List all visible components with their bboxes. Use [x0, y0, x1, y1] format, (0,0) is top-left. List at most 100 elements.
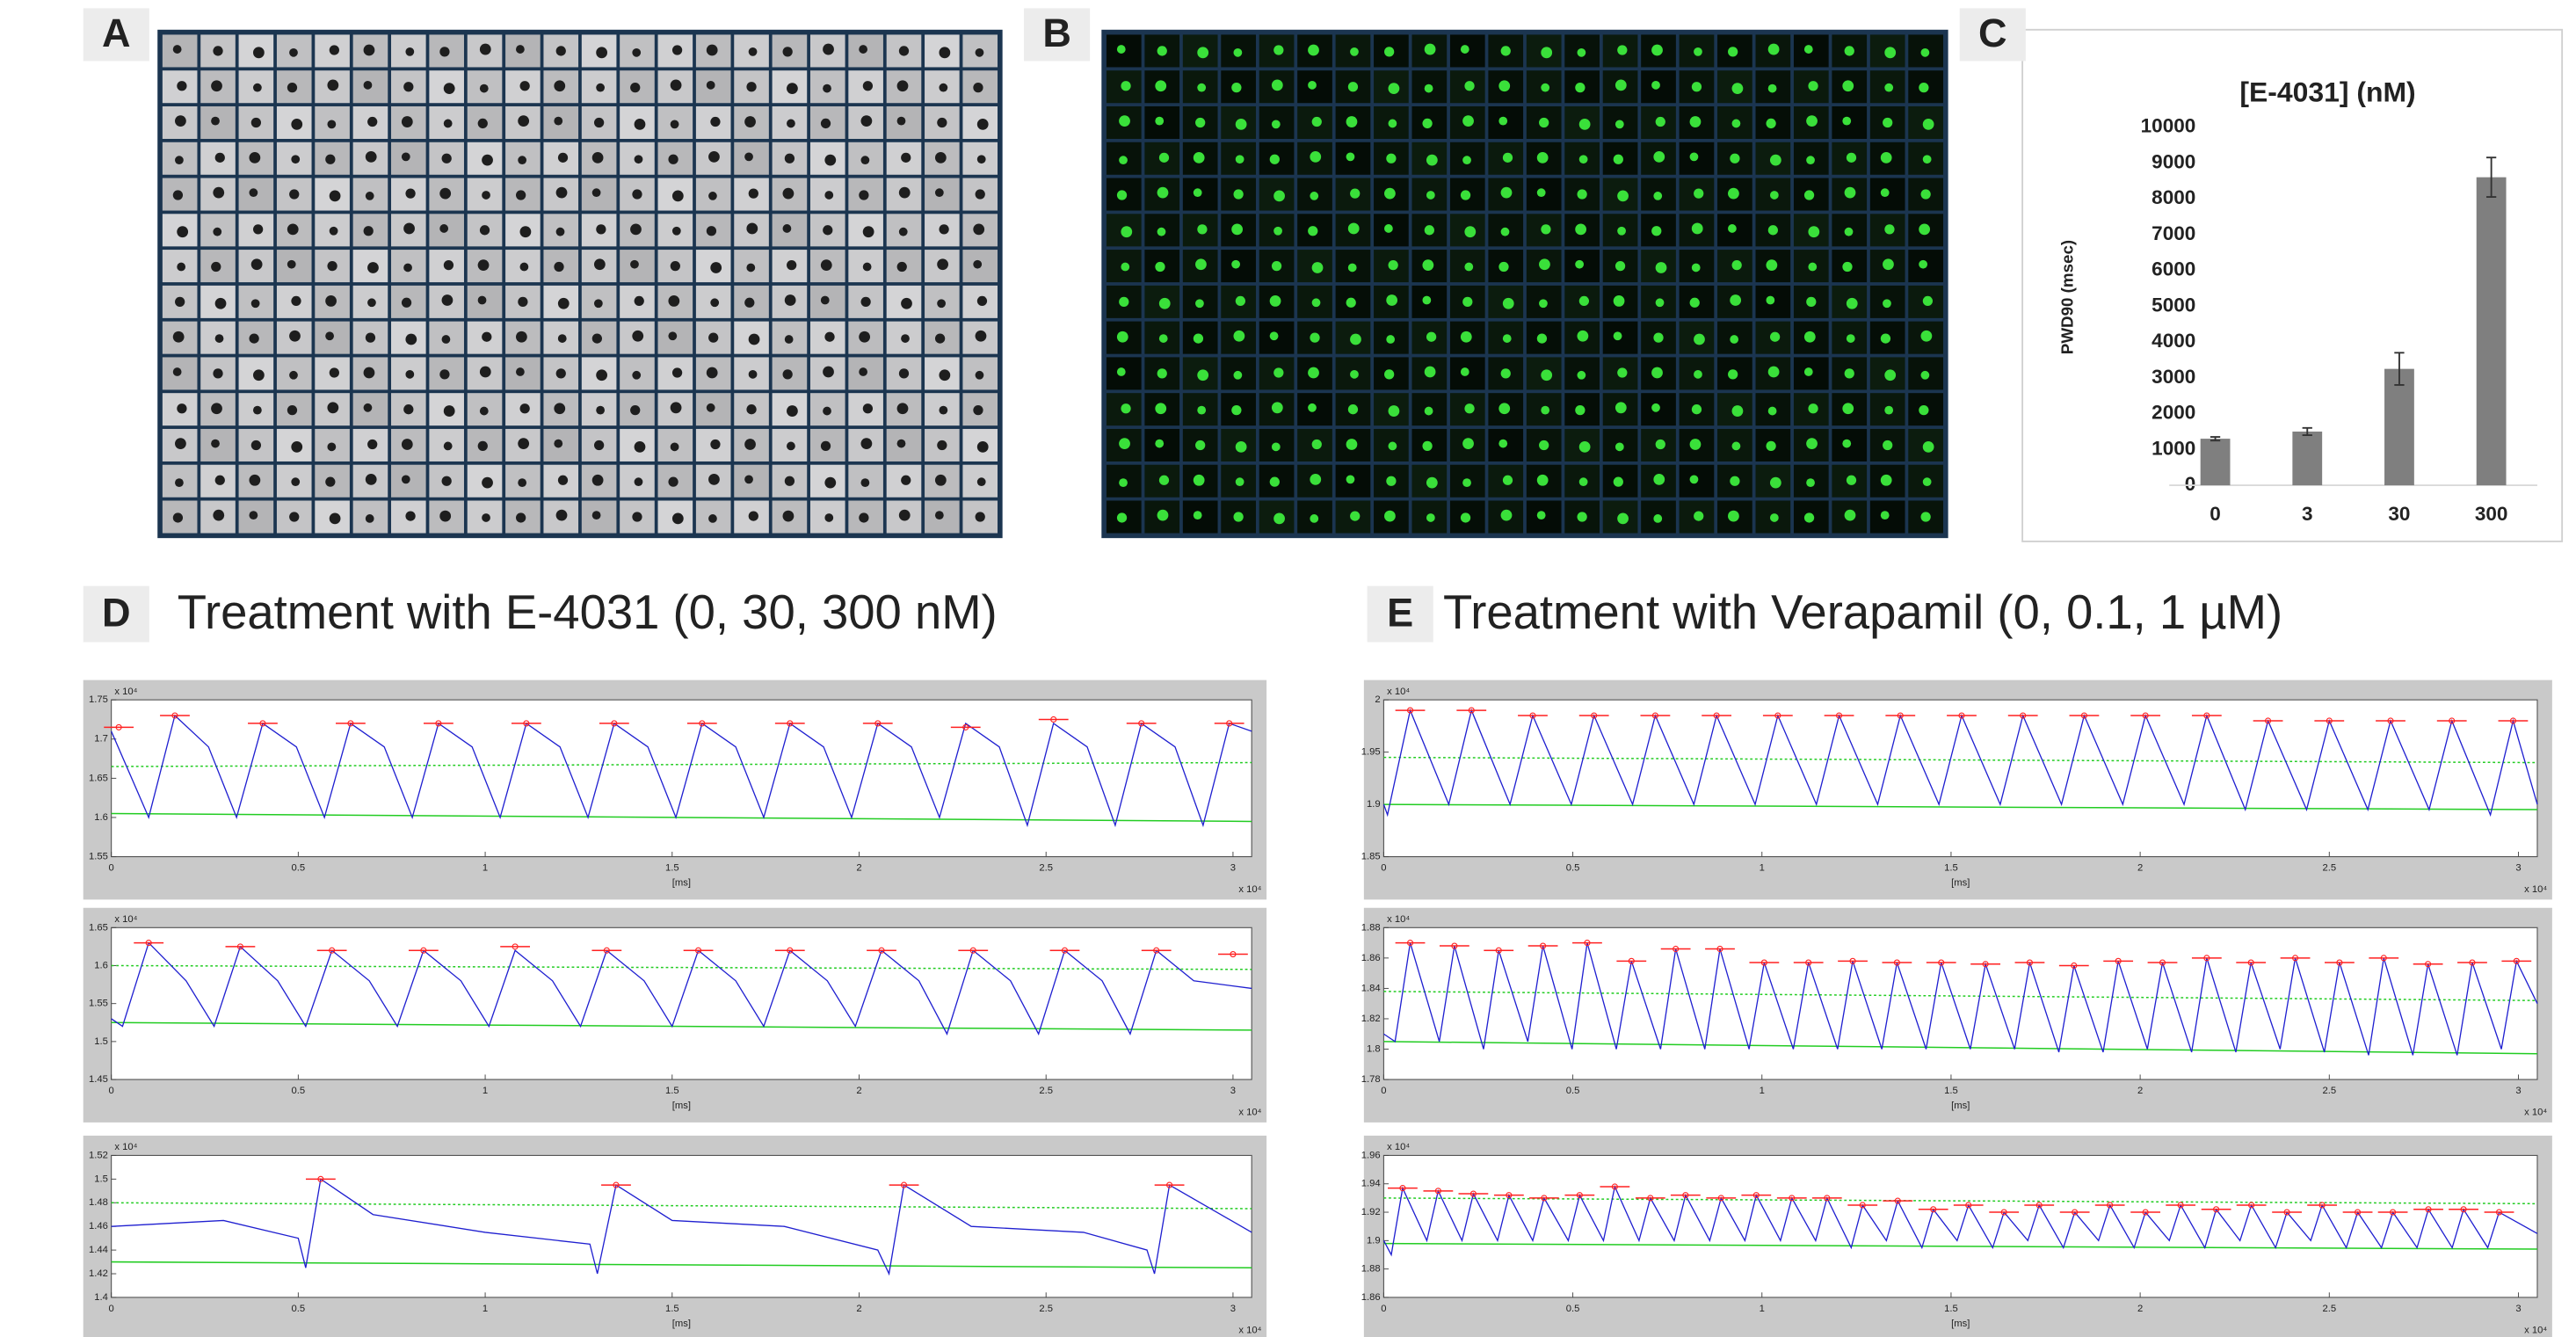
spheroid [1539, 117, 1549, 128]
spheroid [860, 478, 870, 487]
x-tick-label: 1.5 [665, 1086, 679, 1096]
spheroid [1384, 224, 1393, 233]
spheroid [555, 186, 568, 199]
spheroid [1500, 368, 1511, 379]
spheroid [1233, 189, 1244, 200]
spheroid [896, 403, 909, 415]
spheroid [1731, 119, 1741, 128]
spheroid [859, 512, 869, 523]
spheroid [748, 511, 758, 521]
spheroid [291, 295, 301, 307]
spheroid [1767, 225, 1778, 236]
peak-point [694, 947, 702, 954]
x-tick-label: 2.5 [2322, 1304, 2336, 1314]
spheroid [477, 295, 487, 305]
peak-point [1647, 1195, 1654, 1202]
peak-point [2326, 717, 2333, 724]
spheroid [291, 118, 303, 130]
peak-point [2203, 712, 2210, 719]
x-tick-label: 0.5 [1566, 863, 1580, 874]
spheroid [1116, 190, 1128, 200]
peak-point [2071, 962, 2078, 970]
y-tick-label: 1.55 [89, 999, 108, 1009]
spheroid [365, 332, 376, 343]
spheroid [1536, 151, 1549, 163]
bar [2200, 439, 2231, 486]
x-tick-label: 0 [109, 863, 114, 874]
spheroid [1462, 156, 1471, 165]
peak-point [1859, 1202, 1866, 1209]
peak-point [1540, 942, 1547, 949]
y-axis-title: PWD90 (msec) [2058, 240, 2077, 354]
spheroid [1806, 296, 1817, 307]
peak-point [1061, 947, 1069, 954]
spheroid [518, 296, 528, 307]
peak-point [1774, 712, 1781, 719]
spheroid [557, 152, 569, 163]
spheroid [1269, 154, 1280, 164]
spheroid [1233, 330, 1245, 342]
spheroid [1197, 83, 1207, 92]
spheroid [1653, 332, 1664, 343]
peak-point [1805, 959, 1812, 966]
spheroid [1462, 478, 1471, 487]
x-tick-label: 0.5 [292, 1304, 306, 1314]
spheroid [901, 475, 911, 485]
spheroid [1541, 369, 1553, 381]
peak-point [1682, 1192, 1689, 1199]
spheroid [367, 439, 378, 450]
spheroid [1386, 476, 1397, 486]
spheroid [1426, 513, 1435, 522]
baseline [111, 1261, 1252, 1269]
spheroid [708, 192, 717, 200]
spheroid [519, 81, 530, 91]
spheroid [820, 295, 830, 305]
x-tick-label: 3 [2302, 503, 2313, 525]
spheroid [859, 367, 868, 376]
spheroid [516, 512, 526, 523]
spheroid [1498, 261, 1509, 272]
spheroid [1350, 47, 1359, 56]
spheroid [443, 441, 453, 451]
spheroid [1577, 370, 1586, 380]
x-tick-label: 2 [856, 863, 861, 874]
spheroid [1536, 333, 1548, 344]
spheroid [862, 81, 874, 91]
spheroid [363, 367, 375, 379]
spheroid [1880, 511, 1890, 520]
spheroid [1846, 297, 1858, 309]
spheroid [365, 192, 374, 200]
spheroid [1308, 403, 1317, 412]
spheroid [1617, 226, 1626, 236]
spheroid [1235, 440, 1247, 453]
spheroid [1769, 513, 1779, 522]
spheroid [708, 151, 720, 163]
spheroid [898, 46, 910, 56]
spheroid [1655, 298, 1665, 308]
spheroid [1842, 261, 1853, 272]
spheroid [1498, 116, 1508, 126]
peak-point [2449, 717, 2456, 724]
peak-point [603, 947, 610, 954]
y-tick-label: 1.48 [89, 1197, 108, 1208]
error-bar [2302, 426, 2312, 436]
spheroid [1922, 155, 1932, 164]
spheroid [862, 226, 874, 238]
spheroid [1388, 260, 1398, 271]
spheroid [1846, 475, 1857, 485]
spheroid [249, 151, 261, 163]
spheroid [708, 473, 720, 485]
spheroid [287, 83, 298, 93]
spheroid [934, 188, 944, 198]
spheroid [1613, 331, 1622, 341]
spheroid [252, 47, 265, 59]
spheroid [1536, 474, 1549, 486]
spheroid [367, 298, 376, 308]
spheroid [1615, 442, 1624, 452]
spheroid [1157, 227, 1166, 236]
spheroid [1767, 84, 1777, 93]
spheroid [1384, 187, 1396, 200]
x-tick-label: 0.5 [1566, 1304, 1580, 1314]
peak-point [1230, 950, 1237, 958]
spheroid [554, 403, 566, 415]
